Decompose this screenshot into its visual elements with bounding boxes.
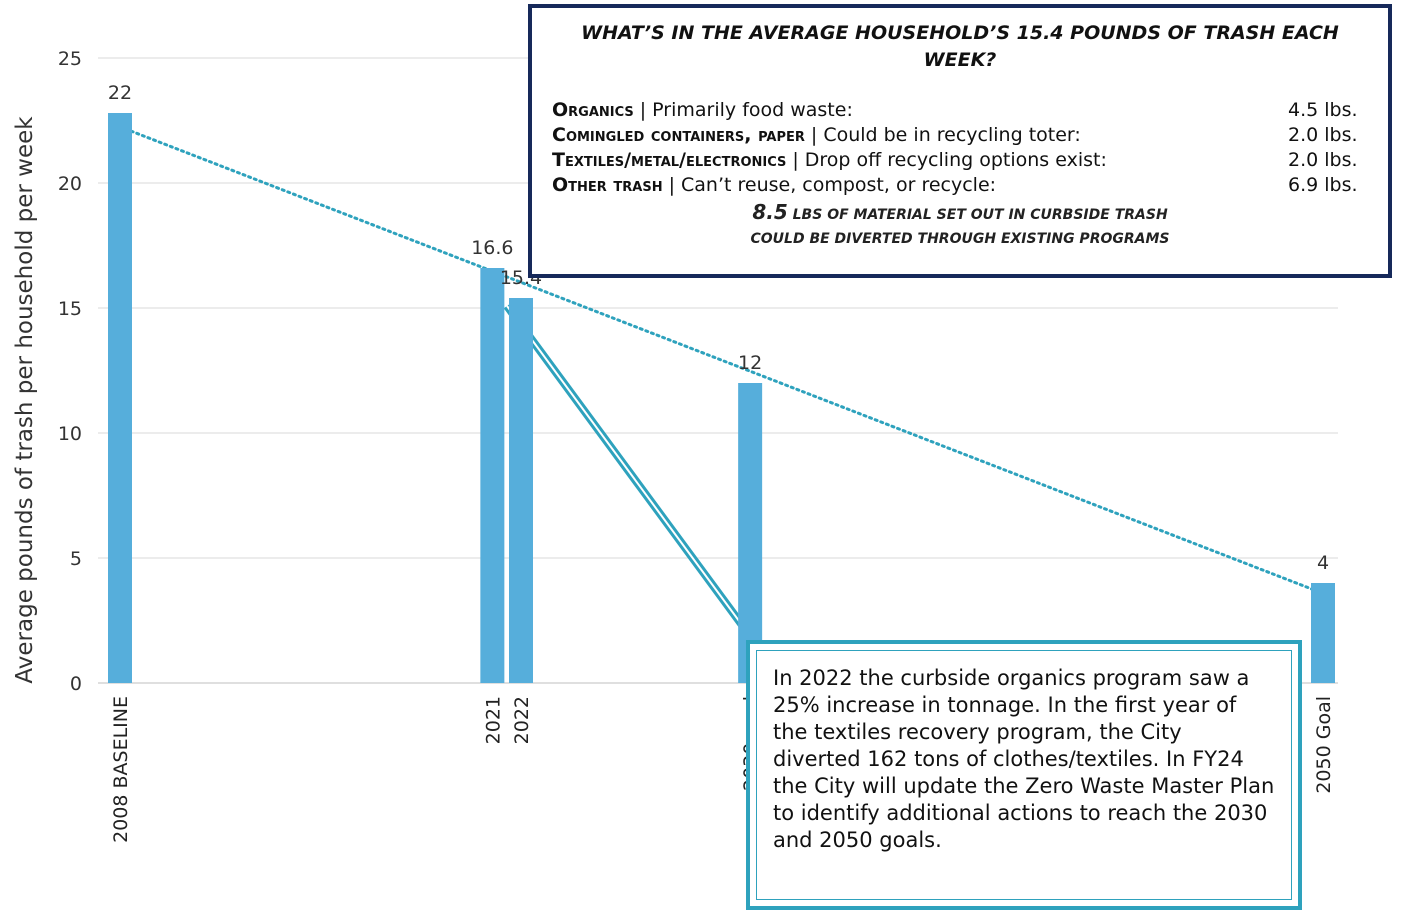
y-tick-label-15: 15 [58,298,82,320]
y-tick-label-5: 5 [70,548,82,570]
bar-2 [509,298,533,683]
row-description: Could be in recycling toter: [823,124,1081,146]
y-axis-label: Average pounds of trash per household pe… [12,116,38,684]
y-tick-label-25: 25 [58,48,82,70]
row-category: Other trash [552,174,663,196]
row-value: 2.0 lbs. [1288,149,1358,171]
row-description: Primarily food waste: [652,99,853,121]
row-separator: | [810,124,818,146]
data-label-1: 16.6 [471,237,513,259]
row-category: Organics [552,99,634,121]
data-label-0: 22 [108,82,132,104]
composition-row: Other trash | Can’t reuse, compost, or rec… [552,173,1368,198]
row-category: Textiles/metal/electronics [552,149,787,171]
x-tick-label-4: 2050 Goal [1313,696,1335,794]
diversion-amount: 8.5 [752,200,788,224]
data-label-3: 12 [738,352,762,374]
trash-composition-box: What’s in the average household’s 15.4 p… [528,4,1392,278]
bar-0 [108,113,132,683]
x-tick-label-2: 2022 [511,696,533,744]
y-tick-label-20: 20 [58,173,82,195]
callout-connector [503,303,760,647]
x-tick-label-0: 2008 BASELINE [110,696,132,843]
composition-row: Organics | Primarily food waste: 4.5 lbs. [552,98,1368,123]
row-separator: | [639,99,647,121]
bars [108,113,1335,683]
x-tick-label-1: 2021 [482,696,504,744]
trendline [118,125,1325,595]
composition-row: Textiles/metal/electronics | Drop off recy… [552,148,1368,173]
trendline-path [118,125,1325,595]
row-description: Drop off recycling options exist: [804,149,1107,171]
row-separator: | [792,149,799,171]
y-tick-label-0: 0 [70,673,82,695]
organics-callout: In 2022 the curbside organics program sa… [746,640,1302,910]
diversion-line-2: could be diverted through existing progr… [750,231,1170,247]
y-axis-ticks: 0 5 10 15 20 25 [58,48,82,695]
diversion-line-1: lbs of material set out in curbside tras… [787,207,1168,223]
row-description: Can’t reuse, compost, or recycle: [681,174,997,196]
composition-row: Comingled containers, paper | Could be in … [552,123,1368,148]
row-category: Comingled containers, paper [552,124,805,146]
callout-text: In 2022 the curbside organics program sa… [756,650,1292,900]
composition-title: What’s in the average household’s 15.4 p… [581,22,1339,71]
diversion-note: 8.5 lbs of material set out in curbside … [552,200,1368,251]
bar-4 [1311,583,1335,683]
row-value: 2.0 lbs. [1288,124,1358,146]
y-tick-label-10: 10 [58,423,82,445]
row-value: 6.9 lbs. [1288,174,1358,196]
bar-3 [738,383,763,683]
data-label-4: 4 [1317,552,1329,574]
composition-rows: Organics | Primarily food waste: 4.5 lbs. Co… [552,98,1368,198]
row-value: 4.5 lbs. [1288,99,1358,121]
bar-1 [480,268,505,683]
row-separator: | [668,174,675,196]
